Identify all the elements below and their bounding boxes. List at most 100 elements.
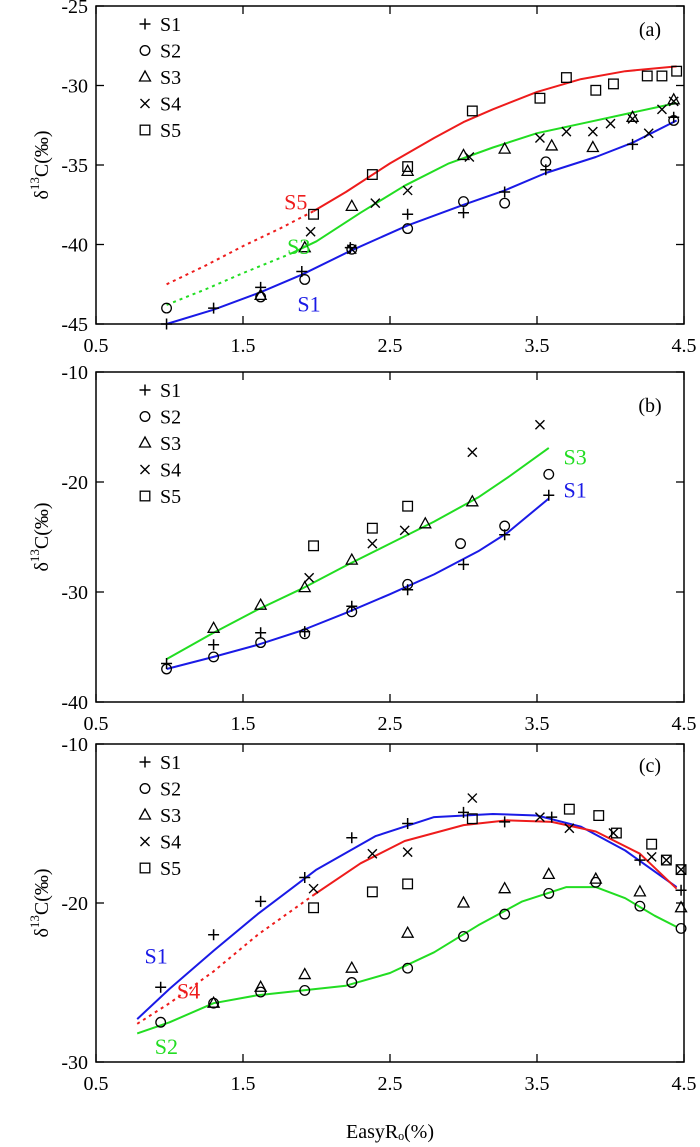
legend-label-s5: S5: [160, 858, 181, 880]
point-s4: [676, 864, 687, 875]
point-s3: [465, 494, 479, 507]
point-s2: [255, 637, 267, 649]
point-s1: [208, 929, 220, 941]
point-s5: [402, 500, 414, 512]
legend-b: S1 S2 S3 S4 S5: [138, 380, 181, 508]
point-s2: [255, 291, 267, 303]
curve-s1: [136, 813, 678, 1020]
x-tick-label-a: 0.5: [84, 335, 109, 357]
point-s2: [634, 900, 646, 912]
curve-s5: [313, 65, 677, 212]
point-s5: [308, 208, 320, 220]
point-s4: [668, 96, 679, 107]
legend-marker-s1: [139, 384, 151, 396]
legend-label-s5: S5: [160, 120, 181, 142]
point-s5: [660, 854, 672, 866]
point-s4: [370, 198, 381, 209]
curve-s1: [166, 497, 550, 670]
point-s4: [305, 226, 316, 237]
points-a: [161, 65, 683, 330]
y-tick-label-a: -45: [61, 314, 88, 336]
x-tick-label-a: 2.5: [378, 335, 403, 357]
y-label-delta-a: δ: [31, 190, 53, 199]
legend-marker-s3: [138, 435, 152, 448]
legend-label-s2: S2: [160, 779, 181, 801]
point-s1: [255, 627, 267, 639]
point-s1: [499, 816, 511, 828]
point-s2: [299, 628, 311, 640]
curve-label-s5: S5: [284, 190, 307, 215]
point-s3: [254, 288, 268, 301]
point-s4: [402, 847, 413, 858]
point-s5: [366, 522, 378, 534]
curve-s1: [166, 119, 678, 325]
y-tick-label-a: -30: [61, 76, 88, 98]
point-s4: [467, 447, 478, 458]
panel-label-b: (b): [638, 395, 661, 417]
point-s1: [499, 186, 511, 198]
point-s2: [455, 538, 467, 550]
ticks-b: 0.5 1.5 2.5 3.5 4.5 -10 -20 -30 -40: [61, 362, 696, 735]
point-s1: [543, 489, 555, 501]
point-s3: [298, 580, 312, 593]
point-s3: [633, 884, 647, 897]
point-s2: [208, 651, 220, 663]
point-s2: [402, 223, 414, 235]
x-tick-label-c: 1.5: [231, 1073, 256, 1095]
point-s4: [308, 883, 319, 894]
curves-a: [166, 65, 678, 325]
point-s3: [586, 140, 600, 153]
point-s2: [499, 908, 511, 920]
point-s3: [345, 198, 359, 211]
point-s3: [298, 240, 312, 253]
y-tick-label-c: -10: [61, 734, 88, 756]
y-label-sup-c: 13: [27, 915, 42, 928]
point-s4: [627, 113, 638, 124]
y-label-rest-c: C(‰): [31, 868, 53, 915]
point-s3: [207, 620, 221, 633]
point-s1: [161, 318, 173, 330]
point-s5: [610, 827, 622, 839]
y-label-delta-c: δ: [31, 928, 53, 937]
point-s4: [534, 132, 545, 143]
legend-a: S1 S2 S3 S4 S5: [138, 14, 181, 142]
x-tick-label-a: 4.5: [672, 335, 697, 357]
curve-labels-a: S5 S3 S1: [284, 190, 320, 317]
legend-marker-s4: [140, 464, 150, 475]
point-s2: [543, 888, 555, 899]
y-axis-label-a: δ13C(‰): [27, 130, 53, 199]
point-s4: [587, 126, 598, 137]
point-s4: [564, 823, 575, 834]
point-s5: [466, 105, 478, 117]
ticks-c: 0.5 1.5 2.5 3.5 4.5 -10 -20 -30: [61, 734, 696, 1095]
curve-label-s4: S4: [177, 978, 200, 1003]
plot-frame-a: [95, 5, 685, 325]
curve-s2: [136, 886, 678, 1035]
legend-label-s3: S3: [160, 805, 181, 827]
legend-marker-s2: [139, 783, 151, 794]
legend-marker-s3: [138, 807, 152, 820]
curve-label-s2: S2: [155, 1034, 178, 1059]
point-s1: [634, 854, 646, 866]
y-axis-label-c: δ13C(‰): [27, 868, 53, 937]
legend-label-s4: S4: [160, 832, 181, 854]
point-s4: [346, 244, 357, 255]
point-s5: [671, 65, 683, 77]
point-s5: [366, 169, 378, 180]
curve-s3-dashed: [166, 253, 291, 306]
legend-marker-s4: [140, 98, 150, 109]
y-tick-label-b: -30: [61, 582, 88, 604]
x-tick-label-c: 2.5: [378, 1073, 403, 1095]
point-s5: [402, 878, 414, 890]
legend-label-s3: S3: [160, 433, 181, 455]
y-tick-label-b: -20: [61, 472, 88, 494]
y-tick-label-b: -10: [61, 362, 88, 384]
point-s2: [543, 468, 555, 480]
point-s4: [656, 104, 667, 115]
point-s4: [399, 525, 410, 536]
point-s1: [402, 208, 414, 220]
point-s1: [299, 872, 311, 884]
y-label-delta-b: δ: [31, 562, 53, 571]
point-s1: [675, 884, 687, 896]
point-s1: [346, 832, 358, 844]
